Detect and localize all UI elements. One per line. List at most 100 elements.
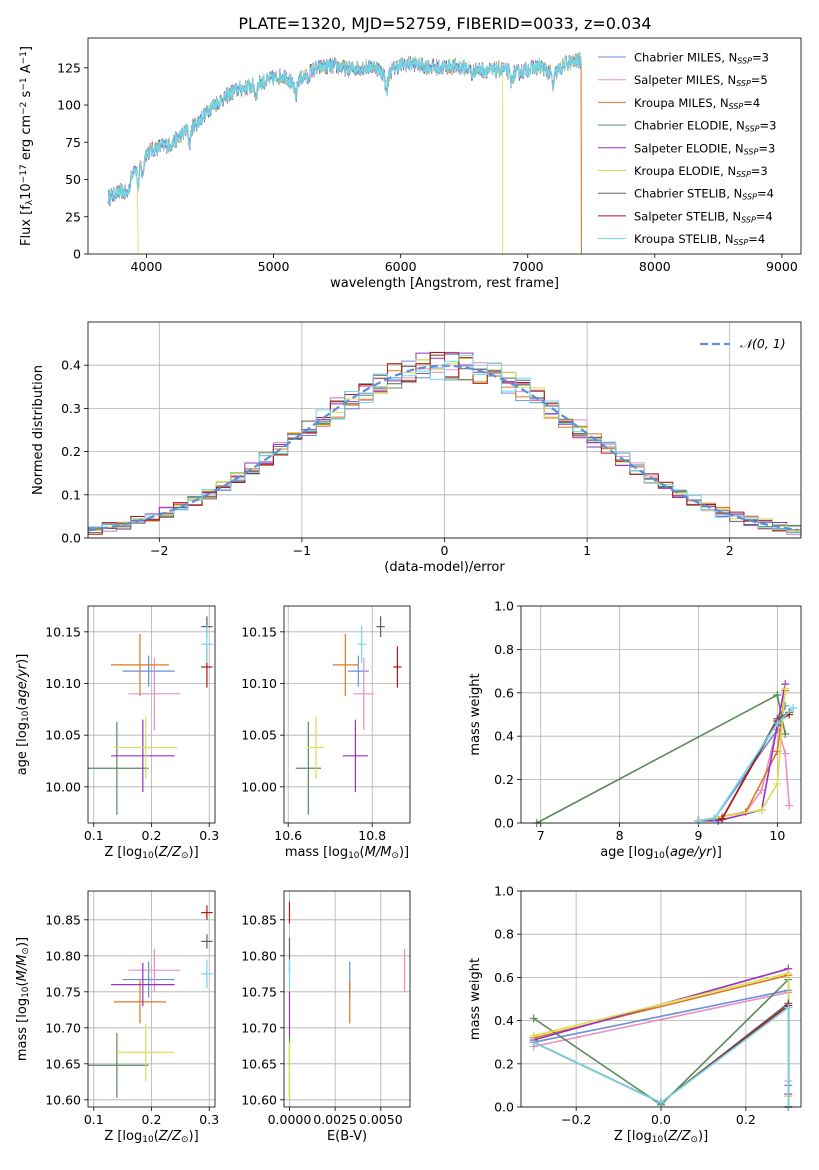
axes-frame xyxy=(87,37,802,255)
y-tick-label: 10.05 xyxy=(45,728,81,743)
y-tick-label: 0.4 xyxy=(494,1013,514,1028)
mass-weight-vs-age-xlabel: age [log10(age/yr)] xyxy=(600,845,722,861)
y-tick-label: 0.8 xyxy=(494,927,514,942)
errorbar-salpeter-miles xyxy=(128,948,181,992)
errorbars xyxy=(88,616,213,815)
weight-lines xyxy=(532,680,798,827)
axes-frame xyxy=(87,605,216,824)
weight-marker xyxy=(529,1014,538,1023)
x-tick-label: 0.3 xyxy=(199,1112,219,1127)
errorbar-salpeter-elodie xyxy=(111,963,175,1007)
figure-title: PLATE=1320, MJD=52759, FIBERID=0033, z=0… xyxy=(238,14,651,33)
y-tick-label: 1.0 xyxy=(494,884,514,899)
legend-label-salpeter-elodie: Salpeter ELODIE, NSSP=3 xyxy=(634,141,775,156)
axes-frame xyxy=(520,605,802,824)
y-tick-label: 100 xyxy=(57,98,81,113)
weight-marker xyxy=(657,1098,665,1107)
y-tick-label: 10.80 xyxy=(45,948,81,963)
y-tick-label: 0.1 xyxy=(61,487,81,502)
x-tick-label: 0.1 xyxy=(84,1112,104,1127)
errorbar-kroupa-elodie xyxy=(116,1023,175,1082)
y-tick-label: 10.75 xyxy=(45,984,81,999)
x-tick-label: 2 xyxy=(726,543,734,558)
weight-marker xyxy=(529,1038,538,1047)
x-tick-label: −1 xyxy=(293,543,311,558)
errorbar-kroupa-stelib xyxy=(201,959,213,989)
errorbar-kroupa-miles xyxy=(111,633,169,696)
errorbar-chabrier-elodie xyxy=(88,1032,149,1098)
x-tick-label: 7000 xyxy=(512,259,544,274)
weight-line-chabrier-stelib xyxy=(698,711,790,822)
errorbar-kroupa-elodie xyxy=(113,716,178,779)
weight-marker xyxy=(694,816,703,825)
errorbars xyxy=(288,901,406,1100)
weight-marker xyxy=(773,779,782,788)
errorbar-chabrier-stelib xyxy=(376,616,385,637)
axes-frame xyxy=(283,890,411,1108)
spectrum-kroupa-elodie xyxy=(107,52,582,254)
weight-marker xyxy=(789,703,798,712)
y-tick-label: 0.2 xyxy=(494,1056,514,1071)
x-tick-label: 0.0025 xyxy=(313,1112,357,1127)
spectrum-kroupa-stelib xyxy=(107,52,582,205)
errorbar-kroupa-miles xyxy=(332,633,358,696)
errorbar-kroupa-stelib xyxy=(357,625,366,663)
spectrum-ylabel: Flux [fλ10−17 erg cm−2 s−1 A−1] xyxy=(19,46,35,246)
y-tick-label: 0.0 xyxy=(494,816,514,831)
x-tick-label: 0.2 xyxy=(142,828,162,843)
x-tick-label: 7 xyxy=(537,828,545,843)
errorbar-chabrier-elodie xyxy=(295,721,321,815)
y-tick-label: 10.65 xyxy=(241,1056,277,1071)
errorbar-chabrier-miles xyxy=(122,961,175,998)
weight-line-salpeter-elodie xyxy=(698,683,786,822)
errorbar-salpeter-stelib xyxy=(393,646,402,688)
age-vs-z-ylabel: age [log10(age/yr)] xyxy=(15,654,31,776)
y-tick-label: 10.75 xyxy=(241,984,277,999)
y-tick-label: 125 xyxy=(57,60,81,75)
axes-frame xyxy=(520,890,802,1108)
mass-vs-ebv-panel: 0.0000 0.0025 0.0050 10.60 10.65 10.70 10.75 10… xyxy=(241,890,411,1144)
legend-label-kroupa-elodie: Kroupa ELODIE, NSSP=3 xyxy=(634,164,768,179)
errorbar-salpeter-elodie xyxy=(342,719,368,792)
y-tick-label: 0.3 xyxy=(61,401,81,416)
y-tick-label: 10.85 xyxy=(241,912,277,927)
spectrum-panel: 4000 5000 6000 7000 8000 9000 0 25 50 75 100 125 wav… xyxy=(19,37,802,291)
y-tick-label: 10.60 xyxy=(45,1092,81,1107)
errorbar-salpeter-miles xyxy=(128,657,181,730)
x-tick-label: 8 xyxy=(616,828,624,843)
y-tick-label: 0 xyxy=(73,247,81,262)
x-tick-label: 1 xyxy=(583,543,591,558)
y-tick-label: 0.8 xyxy=(494,642,514,657)
x-tick-label: 10.6 xyxy=(274,828,302,843)
x-tick-label: −2 xyxy=(150,543,168,558)
x-tick-label: 10 xyxy=(769,828,785,843)
y-tick-label: 10.60 xyxy=(241,1092,277,1107)
age-vs-mass-panel: 10.6 10.8 10.00 10.05 10.10 10.15 mass [log10(… xyxy=(241,605,411,861)
y-tick-label: 10.15 xyxy=(45,624,81,639)
age-vs-mass-xlabel: mass [log10(M/M⊙)] xyxy=(285,845,409,861)
x-tick-label: 0.0000 xyxy=(268,1112,312,1127)
y-tick-label: 10.65 xyxy=(45,1056,81,1071)
weight-marker xyxy=(781,684,790,693)
weight-marker xyxy=(784,969,793,978)
x-tick-label: 0.0 xyxy=(651,1112,671,1127)
y-tick-label: 10.15 xyxy=(241,624,277,639)
errorbar-chabrier-stelib xyxy=(201,934,213,949)
weight-marker xyxy=(757,786,766,795)
x-tick-label: 0 xyxy=(441,543,449,558)
x-tick-label: 0.0050 xyxy=(359,1112,403,1127)
errorbars xyxy=(295,616,402,815)
age-vs-z-panel: 0.1 0.2 0.3 10.00 10.05 10.10 10.15 Z [log10(Z/… xyxy=(15,605,219,861)
x-tick-label: 5000 xyxy=(258,259,290,274)
residuals-ylabel: Normed distribution xyxy=(31,365,46,495)
weight-marker xyxy=(781,730,790,739)
legend-label-salpeter-miles: Salpeter MILES, NSSP=5 xyxy=(634,73,768,88)
residuals-xlabel: (data-model)/error xyxy=(384,560,505,575)
y-tick-label: 0.0 xyxy=(494,1100,514,1115)
y-tick-label: 1.0 xyxy=(494,599,514,614)
y-tick-label: 10.85 xyxy=(45,912,81,927)
weight-marker xyxy=(718,814,727,823)
errorbar-salpeter-elodie xyxy=(111,719,175,792)
weight-line-kroupa-stelib xyxy=(533,1006,790,1107)
mass-weight-vs-z-ylabel: mass weight xyxy=(468,958,483,1040)
